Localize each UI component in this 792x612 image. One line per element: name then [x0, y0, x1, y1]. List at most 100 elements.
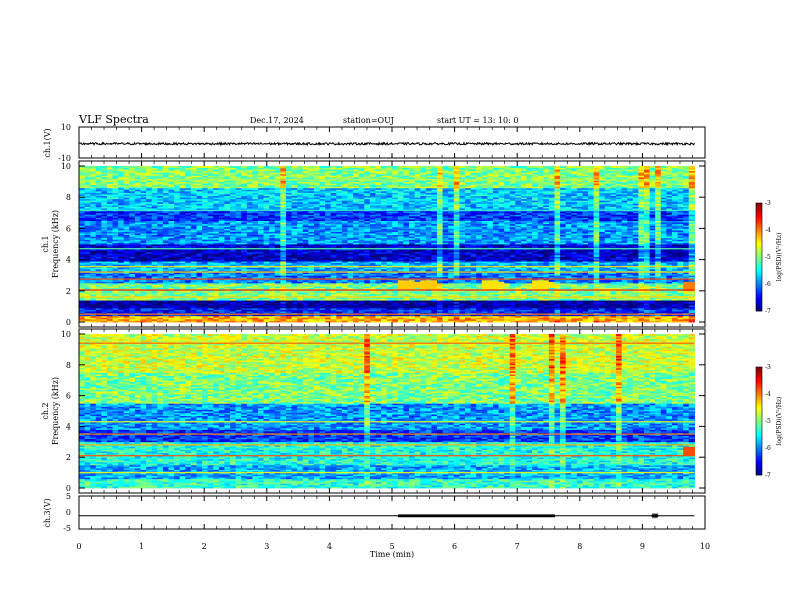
spectrogram-cell	[190, 303, 198, 306]
spectrogram-cell	[246, 279, 254, 282]
spectrogram-cell	[146, 286, 153, 289]
spectrogram-cell	[140, 220, 147, 223]
spectrogram-cell	[190, 181, 198, 184]
spectrogram-cell	[162, 245, 170, 248]
spectrogram-cell	[179, 228, 186, 231]
spectrogram-cell	[241, 248, 248, 251]
spectrogram-cell	[101, 297, 108, 299]
spectrogram-cell	[224, 267, 231, 270]
spectrogram-cell	[157, 184, 164, 187]
spectrogram-cell	[174, 229, 181, 232]
spectrogram-cell	[79, 298, 86, 301]
spectrogram-cell	[106, 298, 114, 301]
spectrogram-cell	[134, 304, 142, 307]
spectrogram-cell	[252, 223, 259, 226]
spectrogram-cell	[84, 169, 91, 172]
spectrogram-cell	[95, 276, 102, 279]
spectrogram-cell	[101, 217, 108, 220]
spectrogram-cell	[224, 214, 231, 217]
spectrogram-cell	[263, 170, 270, 173]
spectrogram-cell	[185, 194, 192, 197]
spectrogram-cell	[118, 234, 125, 237]
spectrogram-cell	[168, 184, 175, 187]
spectrogram-cell	[252, 200, 259, 203]
spectrogram-cell	[112, 244, 119, 246]
spectrogram-cell	[123, 275, 130, 278]
spectrogram-cell	[174, 226, 181, 229]
spectrogram-cell	[162, 184, 170, 187]
spectrogram-cell	[202, 251, 209, 254]
spectrogram-cell	[112, 275, 119, 278]
spectrogram-cell	[230, 275, 237, 278]
spectrogram-cell	[106, 167, 114, 170]
spectrogram-cell	[185, 268, 192, 271]
spectrogram-cell	[101, 303, 108, 306]
spectrogram-cell	[241, 303, 248, 306]
spectrogram-cell	[202, 303, 209, 306]
spectrogram-cell	[202, 261, 209, 264]
spectrogram-cell	[213, 214, 220, 217]
spectrogram-cell	[196, 284, 203, 287]
spectrogram-cell	[123, 283, 130, 285]
spectrogram-cell	[123, 292, 130, 295]
spectrogram-cell	[246, 315, 254, 318]
spectrogram-cell	[95, 254, 102, 257]
spectrogram-cell	[179, 253, 186, 256]
spectrogram-cell	[112, 180, 119, 182]
spectrogram-cell	[151, 240, 158, 243]
spectrogram-cell	[207, 281, 214, 284]
spectrogram-cell	[134, 311, 142, 314]
spectrogram-cell	[246, 228, 254, 231]
spectrogram-cell	[90, 307, 97, 310]
spectrogram-cell	[241, 301, 248, 304]
spectrogram-cell	[179, 189, 186, 192]
spectrogram-cell	[252, 226, 259, 229]
spectrogram-cell	[258, 173, 265, 176]
spectrogram-cell	[101, 176, 108, 179]
spectrogram-cell	[196, 283, 203, 285]
spectrogram-cell	[230, 301, 237, 304]
spectrogram-cell	[118, 205, 125, 207]
spectrogram-cell	[258, 206, 265, 209]
spectrogram-cell	[84, 244, 91, 246]
spectrogram-cell	[84, 250, 91, 253]
spectrogram-cell	[196, 253, 203, 256]
spectrogram-cell	[230, 181, 237, 184]
spectrogram-cell	[118, 201, 125, 204]
spectrogram-cell	[190, 259, 198, 262]
spectrogram-cell	[168, 303, 175, 306]
spectrogram-cell	[84, 254, 91, 257]
spectrogram-cell	[95, 229, 102, 232]
spectrogram-cell	[190, 169, 198, 172]
spectrogram-cell	[224, 259, 231, 262]
spectrogram-cell	[258, 240, 265, 243]
spectrogram-cell	[129, 222, 136, 225]
spectrogram-cell	[90, 183, 97, 186]
spectrogram-cell	[218, 240, 226, 243]
spectrogram-cell	[230, 239, 237, 242]
spectrogram-cell	[263, 264, 270, 267]
spectrogram-cell	[230, 303, 237, 306]
spectrogram-cell	[202, 201, 209, 204]
spectrogram-cell	[196, 229, 203, 232]
spectrogram-cell	[79, 264, 86, 267]
spectrogram-cell	[146, 244, 153, 246]
spectrogram-cell	[134, 275, 142, 278]
spectrogram-cell	[241, 256, 248, 259]
spectrogram-cell	[162, 244, 170, 246]
spectrogram-cell	[190, 206, 198, 209]
spectrogram-cell	[196, 200, 203, 203]
spectrogram-cell	[106, 197, 114, 200]
spectrogram-cell	[162, 173, 170, 176]
spectrogram-cell	[179, 248, 186, 251]
spectrogram-cell	[241, 194, 248, 197]
spectrogram-cell	[218, 205, 226, 207]
spectrogram-cell	[162, 225, 170, 228]
spectrogram-cell	[185, 303, 192, 306]
spectrogram-cell	[162, 264, 170, 267]
spectrogram-cell	[106, 300, 114, 303]
spectrogram-cell	[84, 187, 91, 190]
spectrogram-cell	[174, 231, 181, 234]
spectrogram-cell	[252, 233, 259, 236]
spectrogram-cell	[190, 229, 198, 232]
